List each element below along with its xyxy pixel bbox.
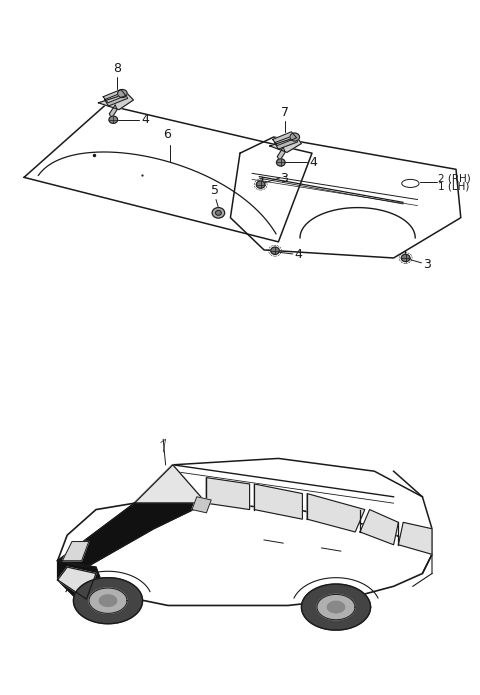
Polygon shape [109,105,117,119]
Text: 3: 3 [280,172,288,185]
Circle shape [271,247,279,254]
Polygon shape [317,594,355,620]
Circle shape [401,254,410,261]
Polygon shape [58,503,206,567]
Polygon shape [98,94,133,110]
Text: 6: 6 [163,128,171,141]
Circle shape [109,116,118,123]
Text: 4: 4 [295,248,302,261]
Polygon shape [270,137,301,152]
Polygon shape [301,584,371,630]
Polygon shape [105,92,128,106]
Polygon shape [103,90,126,103]
Text: 7: 7 [281,106,289,119]
Polygon shape [254,484,302,519]
Text: 4: 4 [141,113,149,126]
Circle shape [290,133,300,141]
Polygon shape [58,561,106,599]
Circle shape [276,159,285,166]
Polygon shape [99,595,117,607]
Text: 4: 4 [309,156,317,169]
Polygon shape [58,503,432,605]
Polygon shape [360,509,398,545]
Circle shape [212,208,225,218]
Polygon shape [58,567,96,599]
Text: 1 (LH): 1 (LH) [438,181,469,191]
Polygon shape [398,523,432,555]
Polygon shape [273,132,297,145]
Circle shape [256,181,265,188]
Text: 2 (RH): 2 (RH) [438,173,470,183]
Polygon shape [275,136,298,149]
Polygon shape [24,105,312,242]
Polygon shape [230,137,461,258]
Polygon shape [277,147,285,161]
Polygon shape [192,497,211,513]
Polygon shape [206,477,250,509]
Text: 5: 5 [211,183,219,197]
Polygon shape [89,588,127,614]
Polygon shape [73,578,143,623]
Polygon shape [327,601,345,613]
Circle shape [216,211,221,215]
Polygon shape [134,465,206,503]
Polygon shape [307,493,365,532]
Polygon shape [62,541,89,561]
Text: 3: 3 [423,258,431,271]
Circle shape [118,90,127,97]
Text: 8: 8 [113,62,120,74]
